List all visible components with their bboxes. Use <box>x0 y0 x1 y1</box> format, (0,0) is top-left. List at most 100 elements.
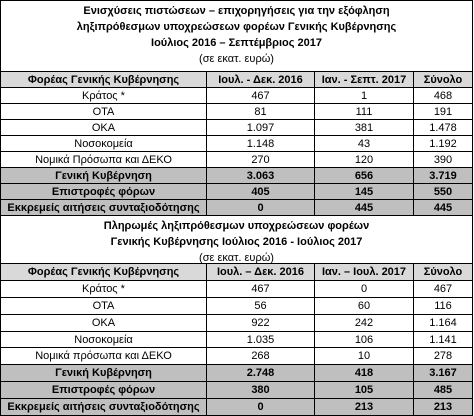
data-row: ΟΚΑ 1.097 381 1.478 <box>1 119 472 135</box>
data-row: Νοσοκομεία 1.148 43 1.192 <box>1 135 472 151</box>
cell: 468 <box>413 88 472 103</box>
total-row: Εκκρεμείς αιτήσεις συνταξιοδότησης 0 213 21… <box>1 398 472 416</box>
table-title: Ενισχύσεις πιστώσεων – επιχορηγήσεις για… <box>1 0 472 71</box>
cell: Γενική Κυβέρνηση <box>55 367 152 380</box>
title-line: (σε εκατ. ευρώ) <box>199 53 274 65</box>
cell: Νοσοκομεία <box>74 333 133 346</box>
cell: 381 <box>314 120 413 135</box>
cell: ΟΚΑ <box>91 121 116 134</box>
header-row: Φορέας Γενικής Κυβέρνησης Ιουλ. – Δεκ. 20… <box>1 263 472 280</box>
cell: Σύνολο <box>413 72 472 87</box>
total-row: Γενική Κυβέρνηση 2.748 418 3.167 <box>1 364 472 382</box>
cell: 2.748 <box>206 365 314 382</box>
cell: 145 <box>314 184 413 199</box>
cell: 3.719 <box>413 168 472 183</box>
cell: Νοσοκομεία <box>74 137 133 150</box>
cell: 445 <box>314 200 413 215</box>
cell: 485 <box>413 382 472 399</box>
cell: 43 <box>314 136 413 151</box>
header-row: Φορέας Γενικής Κυβέρνησης Ιουλ. - Δεκ. 20… <box>1 71 472 87</box>
cell: Νομικά πρόσωπα και ΔΕΚΟ <box>35 350 172 363</box>
cell: 268 <box>206 348 314 365</box>
data-row: Νομικά πρόσωπα και ΔΕΚΟ 268 10 278 <box>1 347 472 365</box>
cell: Κράτος * <box>82 282 125 295</box>
cell: 445 <box>413 200 472 215</box>
cell: 467 <box>413 280 472 297</box>
cell: 1.148 <box>206 136 314 151</box>
cell: 3.167 <box>413 365 472 382</box>
cell: 1.035 <box>206 331 314 348</box>
cell: 120 <box>314 152 413 167</box>
cell: 278 <box>413 348 472 365</box>
total-row: Επιστροφές φόρων 380 105 485 <box>1 381 472 399</box>
cell: Ιουλ. - Δεκ. 2016 <box>206 72 314 87</box>
cell: 10 <box>314 348 413 365</box>
cell: 56 <box>206 297 314 314</box>
title-line: Ιούλιος 2016 – Σεπτέμβριος 2017 <box>151 37 322 49</box>
cell: 1.478 <box>413 120 472 135</box>
cell: ΟΚΑ <box>91 316 116 329</box>
data-row: Κράτος * 467 1 468 <box>1 87 472 103</box>
cell: ΟΤΑ <box>92 105 115 118</box>
cell: Νομικά Πρόσωπα και ΔΕΚΟ <box>35 153 172 166</box>
total-row: Γενική Κυβέρνηση 3.063 656 3.719 <box>1 167 472 183</box>
cell: 550 <box>413 184 472 199</box>
data-row: ΟΤΑ 56 60 116 <box>1 296 472 314</box>
data-row: Νομικά Πρόσωπα και ΔΕΚΟ 270 120 390 <box>1 151 472 167</box>
cell: 0 <box>206 399 314 416</box>
cell: 111 <box>314 104 413 119</box>
cell: Εκκρεμείς αιτήσεις συνταξιοδότησης <box>7 401 200 414</box>
cell: 116 <box>413 297 472 314</box>
cell: Γενική Κυβέρνηση <box>55 169 152 182</box>
cell: Φορέας Γενικής Κυβέρνησης <box>27 73 180 86</box>
cell: Ιουλ. – Δεκ. 2016 <box>206 264 314 280</box>
cell: Επιστροφές φόρων <box>51 185 156 198</box>
cell: 0 <box>206 200 314 215</box>
cell: 81 <box>206 104 314 119</box>
title-line: Γενικής Κυβέρνησης Ιούλιος 2016 - Ιούλιο… <box>110 236 363 248</box>
cell: 213 <box>314 399 413 416</box>
cell: 1.164 <box>413 314 472 331</box>
cell: Φορέας Γενικής Κυβέρνησης <box>27 265 180 278</box>
cell: 60 <box>314 297 413 314</box>
cell: 270 <box>206 152 314 167</box>
cell: 390 <box>413 152 472 167</box>
cell: 1 <box>314 88 413 103</box>
cell: 656 <box>314 168 413 183</box>
cell: 1.192 <box>413 136 472 151</box>
cell: Εκκρεμείς αιτήσεις συνταξιοδότησης <box>7 201 200 214</box>
cell: 380 <box>206 382 314 399</box>
title-line: ληξιπρόθεσμων υποχρεώσεων φορέων Γενικής… <box>76 21 397 33</box>
cell: 922 <box>206 314 314 331</box>
table-title: Πληρωμές ληξιπρόθεσμων υποχρεώσεων φορέω… <box>1 215 472 264</box>
data-row: ΟΤΑ 81 111 191 <box>1 103 472 119</box>
cell: 1.097 <box>206 120 314 135</box>
data-row: Κράτος * 467 0 467 <box>1 279 472 297</box>
cell: 213 <box>413 399 472 416</box>
total-row: Εκκρεμείς αιτήσεις συνταξιοδότησης 0 445 44… <box>1 199 472 215</box>
cell: 1.141 <box>413 331 472 348</box>
cell: 467 <box>206 88 314 103</box>
cell: ΟΤΑ <box>92 299 115 312</box>
cell: 467 <box>206 280 314 297</box>
cell: 191 <box>413 104 472 119</box>
data-row: ΟΚΑ 922 242 1.164 <box>1 313 472 331</box>
cell: Ιαν. - Σεπτ. 2017 <box>314 72 413 87</box>
cell: 405 <box>206 184 314 199</box>
total-row: Επιστροφές φόρων 405 145 550 <box>1 183 472 199</box>
table-block: Πληρωμές ληξιπρόθεσμων υποχρεώσεων φορέω… <box>0 215 473 416</box>
cell: Επιστροφές φόρων <box>51 384 156 397</box>
cell: 105 <box>314 382 413 399</box>
cell: Σύνολο <box>413 264 472 280</box>
cell: Ιαν. – Ιουλ. 2017 <box>314 264 413 280</box>
title-line: Πληρωμές ληξιπρόθεσμων υποχρεώσεων φορέω… <box>103 220 370 232</box>
cell: 106 <box>314 331 413 348</box>
title-line: (σε εκατ. ευρώ) <box>199 252 274 264</box>
table-block: Ενισχύσεις πιστώσεων – επιχορηγήσεις για… <box>0 0 473 215</box>
data-row: Νοσοκομεία 1.035 106 1.141 <box>1 330 472 348</box>
cell: 242 <box>314 314 413 331</box>
title-line: Ενισχύσεις πιστώσεων – επιχορηγήσεις για… <box>83 5 390 17</box>
cell: 418 <box>314 365 413 382</box>
cell: 0 <box>314 280 413 297</box>
